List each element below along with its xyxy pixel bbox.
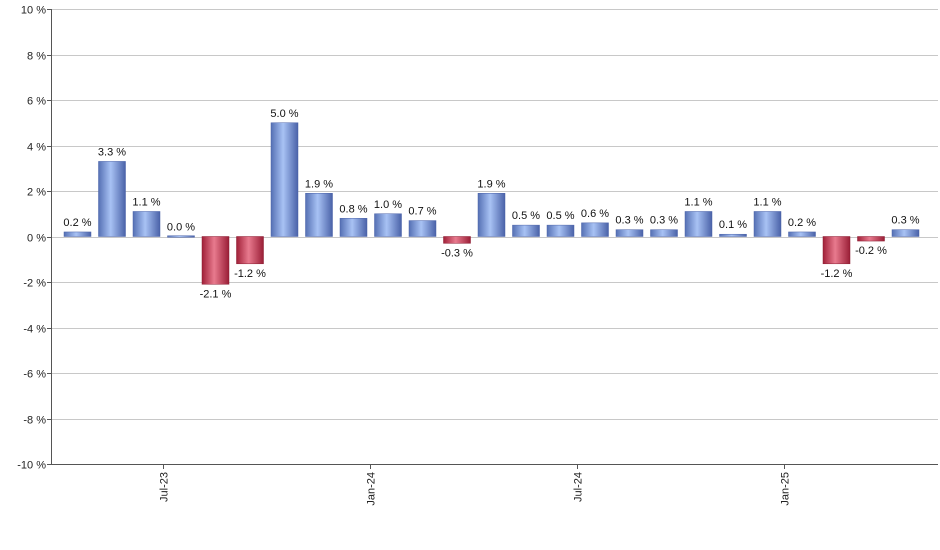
bar-value-label: -2.1 % [200,288,232,300]
x-tick-label: Jan-24 [366,472,378,506]
bar-value-label: 0.5 % [512,210,540,222]
bar-value-label: 0.2 % [788,217,816,229]
bar-positive [719,233,747,237]
y-tick-label: -2 % [23,278,46,290]
bar-positive [339,218,368,237]
bar-negative [236,236,264,265]
bar-negative [822,236,851,265]
bar-value-label: 1.1 % [753,196,781,208]
bar-value-label: -0.2 % [855,245,887,257]
bar-value-label: 0.6 % [581,208,609,220]
bar-positive [132,211,161,237]
bar-negative [201,236,230,285]
bar-value-label: 0.3 % [650,215,678,227]
bar-positive [788,231,816,237]
bar-positive [408,220,437,237]
bars [63,122,920,285]
bar-value-label: 1.1 % [684,196,712,208]
bar-value-label: 1.1 % [132,196,160,208]
bar-value-label: 0.3 % [615,215,643,227]
bar-value-label: 0.7 % [408,206,436,218]
x-tick-label: Jul-24 [573,472,585,502]
x-tick-label: Jan-25 [780,472,792,506]
bar-positive [581,222,609,237]
bar-value-label: 0.1 % [719,219,747,231]
bar-positive [512,224,540,237]
bar-value-label: 0.0 % [167,222,195,234]
bar-positive [167,235,195,238]
bar-value-label: 0.8 % [339,203,367,215]
bar-negative [857,236,885,242]
data-labels: 0.2 %3.3 %1.1 %0.0 %-2.1 %-1.2 %5.0 %1.9… [63,108,919,301]
bar-positive [98,161,126,237]
y-tick-label: 10 % [21,5,46,17]
x-tick-label: Jul-23 [159,472,171,502]
bar-value-label: -1.2 % [234,268,266,280]
bar-positive [753,211,782,237]
bar-value-label: 1.9 % [477,178,505,190]
y-tick-label: -4 % [23,324,46,336]
bar-negative [443,236,471,244]
y-tick-label: 0 % [27,233,46,245]
bar-positive [305,193,333,237]
bar-positive [63,231,92,237]
bar-positive [546,224,575,237]
bar-value-label: 5.0 % [270,108,298,120]
bar-value-label: 1.0 % [374,199,402,211]
y-tick-label: 2 % [27,187,46,199]
y-tick-label: 6 % [27,96,46,108]
bar-positive [891,229,920,237]
bar-value-label: 0.2 % [63,217,91,229]
bar-value-label: 1.9 % [305,178,333,190]
bar-positive [615,229,644,237]
bar-positive [684,211,713,237]
bar-value-label: 0.5 % [546,210,574,222]
y-tick-label: -10 % [17,460,46,472]
bar-value-label: -0.3 % [441,247,473,259]
bar-value-label: -1.2 % [821,268,853,280]
bar-value-label: 3.3 % [98,146,126,158]
axes: 10 % 8 % 6 % 4 % 2 % 0 % -2 % -4 % -6 % -8 % -10 %… [17,5,938,506]
bar-positive [374,213,402,237]
y-tick-label: -6 % [23,369,46,381]
bar-positive [270,122,299,237]
y-tick-label: 8 % [27,51,46,63]
bar-positive [477,193,506,237]
bar-value-label: 0.3 % [891,215,919,227]
y-tick-label: 4 % [27,142,46,154]
bar-positive [650,229,678,237]
y-tick-label: -8 % [23,415,46,427]
